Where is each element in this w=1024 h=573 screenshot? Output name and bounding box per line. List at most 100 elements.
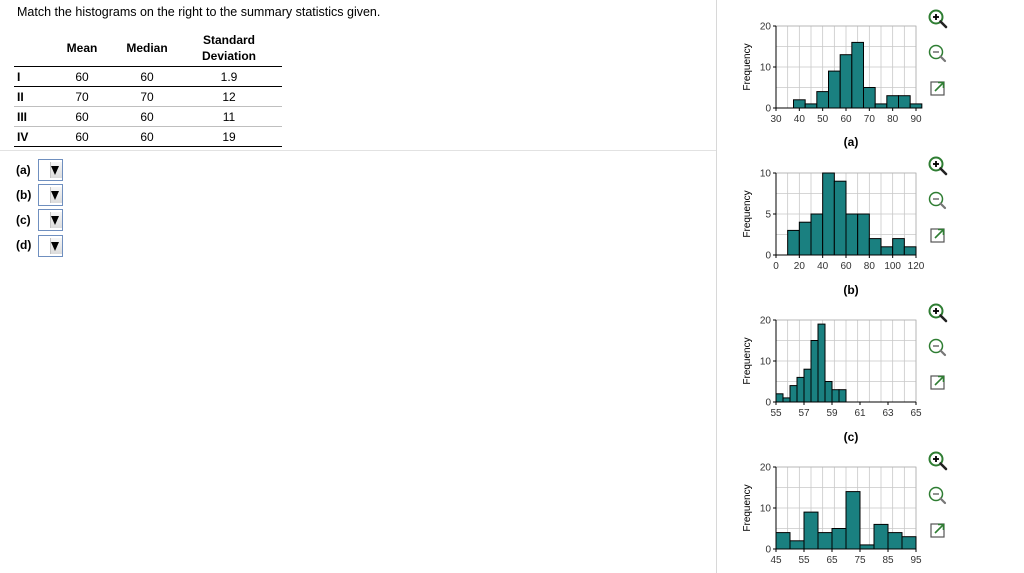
y-tick-label: 20 bbox=[760, 316, 772, 327]
histogram-bar bbox=[874, 103, 888, 109]
y-tick-label: 10 bbox=[760, 169, 772, 180]
x-tick-label: 85 bbox=[882, 555, 894, 566]
x-tick-label: 55 bbox=[770, 408, 782, 419]
x-tick-label: 95 bbox=[910, 555, 922, 566]
histogram-bar bbox=[789, 540, 805, 550]
y-tick-label: 10 bbox=[760, 504, 772, 515]
histogram-bar bbox=[887, 532, 903, 550]
table-cell-median: 60 bbox=[118, 106, 176, 127]
answer-row-b: (b) bbox=[16, 184, 38, 206]
y-tick-label: 10 bbox=[760, 357, 772, 368]
summary-stats-table: Mean Median Standard Deviation I 60 60 1… bbox=[14, 30, 282, 147]
table-cell-median: 60 bbox=[118, 66, 176, 87]
histogram-bar bbox=[798, 221, 812, 256]
table-cell-std: 12 bbox=[176, 86, 282, 107]
histogram-bar bbox=[775, 393, 784, 403]
zoom-in-icon[interactable] bbox=[927, 155, 949, 177]
histogram-bar bbox=[787, 229, 800, 256]
histogram-bar bbox=[817, 323, 826, 403]
x-tick-label: 63 bbox=[882, 408, 894, 419]
histogram-label-a: (a) bbox=[843, 135, 859, 149]
histogram-bar bbox=[880, 246, 894, 256]
y-tick-label: 0 bbox=[765, 398, 771, 409]
table-row-label: I bbox=[14, 66, 46, 87]
question-panel: Match the histograms on the right to the… bbox=[0, 5, 716, 257]
histogram-bar bbox=[892, 238, 905, 256]
table-row: I 60 60 1.9 bbox=[14, 66, 282, 87]
dropdown-arrow-icon bbox=[51, 166, 59, 175]
zoom-out-icon[interactable] bbox=[927, 43, 949, 65]
table-cell-mean: 70 bbox=[46, 86, 118, 107]
table-header-mean: Mean bbox=[46, 30, 118, 67]
histogram-bar bbox=[868, 238, 882, 256]
x-tick-label: 20 bbox=[794, 261, 806, 272]
histogram-bar bbox=[828, 70, 841, 109]
table-cell-mean: 60 bbox=[46, 126, 118, 147]
table-header-std-label: Standard Deviation bbox=[201, 33, 256, 63]
table-cell-std: 11 bbox=[176, 106, 282, 127]
histogram-bar bbox=[796, 376, 805, 403]
histogram-bar bbox=[810, 340, 819, 403]
answer-dropdown-c[interactable] bbox=[38, 209, 63, 231]
histogram-bar bbox=[817, 532, 833, 550]
histogram-bar bbox=[863, 87, 876, 109]
y-axis-label: Frequency bbox=[742, 190, 753, 237]
x-tick-label: 0 bbox=[773, 261, 779, 272]
x-tick-label: 59 bbox=[826, 408, 838, 419]
y-tick-label: 5 bbox=[765, 210, 771, 221]
zoom-in-icon[interactable] bbox=[927, 302, 949, 324]
popout-icon[interactable] bbox=[927, 371, 949, 393]
answer-dropdown-d[interactable] bbox=[38, 235, 63, 257]
x-tick-label: 65 bbox=[910, 408, 922, 419]
histogram-bar bbox=[793, 99, 806, 109]
histogram-bar bbox=[857, 213, 870, 256]
y-tick-label: 0 bbox=[765, 251, 771, 262]
table-cell-median: 60 bbox=[118, 126, 176, 147]
histogram-bar bbox=[901, 536, 917, 550]
histogram-d: 0 10 20 45 55 65 75 85 95 Frequency bbox=[742, 463, 922, 567]
popout-icon[interactable] bbox=[927, 519, 949, 541]
x-tick-label: 65 bbox=[826, 555, 838, 566]
histogram-bar bbox=[903, 246, 917, 256]
histogram-bar bbox=[886, 95, 899, 109]
histogram-bar bbox=[810, 213, 824, 256]
x-tick-label: 80 bbox=[887, 114, 899, 125]
instructions-text: Match the histograms on the right to the… bbox=[17, 5, 381, 19]
answer-dropdown-a[interactable] bbox=[38, 159, 63, 181]
x-tick-label: 40 bbox=[794, 114, 806, 125]
popout-icon[interactable] bbox=[927, 77, 949, 99]
table-header-std: Standard Deviation bbox=[176, 30, 282, 67]
zoom-out-icon[interactable] bbox=[927, 190, 949, 212]
histogram-bar bbox=[833, 180, 847, 256]
histogram-a: 0 10 20 30 40 50 60 70 80 90 Frequency bbox=[742, 22, 923, 125]
popout-icon[interactable] bbox=[927, 224, 949, 246]
x-tick-label: 45 bbox=[770, 555, 782, 566]
zoom-out-icon[interactable] bbox=[927, 337, 949, 359]
x-tick-label: 40 bbox=[817, 261, 829, 272]
histogram-bar bbox=[775, 532, 791, 550]
histogram-bar bbox=[839, 54, 853, 109]
answer-label: (d) bbox=[16, 238, 32, 252]
zoom-out-icon[interactable] bbox=[927, 485, 949, 507]
x-tick-label: 57 bbox=[798, 408, 810, 419]
table-cell-std: 1.9 bbox=[176, 66, 282, 87]
table-header-blank bbox=[14, 30, 46, 67]
histogram-bar bbox=[816, 91, 830, 109]
histogram-bar bbox=[803, 368, 812, 403]
table-row: IV 60 60 19 bbox=[14, 126, 282, 147]
answer-row-d: (d) bbox=[16, 234, 38, 256]
histogram-bar bbox=[838, 389, 847, 403]
histogram-bar bbox=[831, 389, 840, 403]
y-axis-label: Frequency bbox=[742, 484, 753, 531]
histogram-bar bbox=[909, 103, 923, 109]
dropdown-arrow-icon bbox=[51, 242, 59, 251]
answer-label: (a) bbox=[16, 163, 31, 177]
y-axis-label: Frequency bbox=[742, 337, 753, 384]
answer-label: (b) bbox=[16, 188, 32, 202]
histogram-c: 0 10 20 55 57 59 61 63 65 Frequency bbox=[742, 316, 922, 420]
answer-dropdown-b[interactable] bbox=[38, 184, 63, 206]
zoom-in-icon[interactable] bbox=[927, 8, 949, 30]
zoom-in-icon[interactable] bbox=[927, 450, 949, 472]
histogram-label-c: (c) bbox=[843, 430, 859, 444]
